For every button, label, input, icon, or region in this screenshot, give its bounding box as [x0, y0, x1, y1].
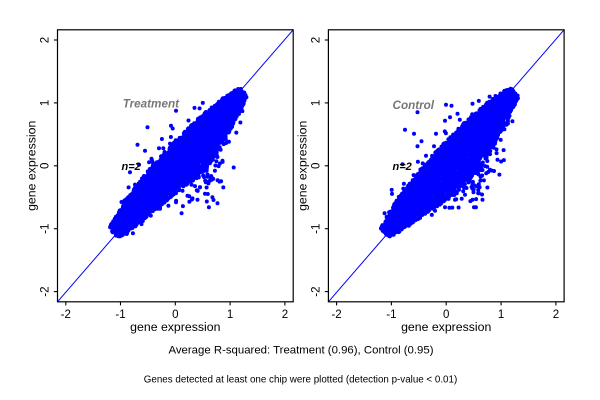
svg-text:n=2: n=2: [122, 161, 141, 173]
svg-text:-1: -1: [40, 224, 52, 234]
svg-text:0: 0: [40, 163, 52, 169]
svg-text:gene expression: gene expression: [25, 121, 39, 211]
svg-text:-2: -2: [40, 286, 52, 296]
svg-text:2: 2: [40, 37, 52, 43]
svg-text:-1: -1: [115, 309, 125, 321]
svg-text:2: 2: [282, 309, 288, 321]
svg-text:Treatment: Treatment: [123, 98, 180, 111]
svg-text:1: 1: [227, 309, 233, 321]
svg-text:1: 1: [40, 100, 52, 106]
svg-text:gene expression: gene expression: [130, 320, 220, 334]
svg-text:-2: -2: [61, 309, 71, 321]
